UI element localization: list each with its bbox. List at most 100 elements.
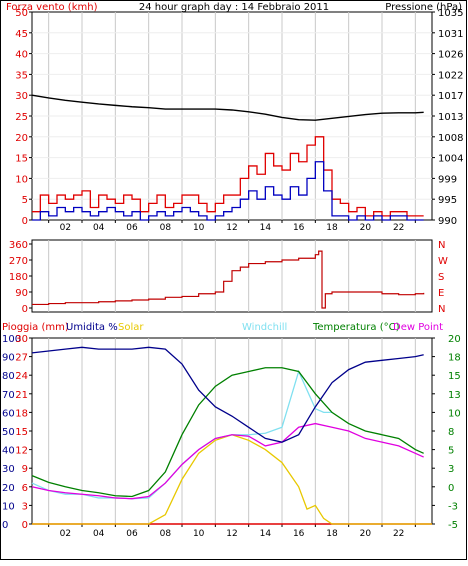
panel1-grid xyxy=(32,12,432,220)
humidity-tick-label: 20 xyxy=(2,483,15,494)
wind-speed-series xyxy=(32,161,424,221)
y2-tick-label: 1004 xyxy=(438,154,463,165)
rain-tick-label: 9 xyxy=(22,464,28,475)
x-tick-label: 18 xyxy=(326,223,338,233)
y-tick-label: 360 xyxy=(9,240,28,251)
y2-tick-label: 13 xyxy=(448,390,461,401)
rain-tick-label: 27 xyxy=(15,353,28,364)
legend-rain: Pioggia (mm) xyxy=(2,322,69,333)
humidity-tick-label: 100 xyxy=(2,334,21,345)
x-tick-label: 06 xyxy=(126,529,138,539)
humidity-tick-label: 40 xyxy=(2,446,15,457)
x-tick-label: 14 xyxy=(260,223,272,233)
panel3-x-ticks: 02 04 06 08 10 12 14 16 18 20 22 xyxy=(48,524,416,539)
y2-tick-label: 1022 xyxy=(438,70,463,81)
y2-tick-label: 3 xyxy=(448,464,454,475)
x-tick-label: 10 xyxy=(193,223,205,233)
panel1-right-ticks: 990 995 999 1004 1008 1013 1017 1022 1026 1031 103… xyxy=(432,8,463,227)
x-tick-label: 20 xyxy=(360,223,372,233)
humidity-tick-label: 0 xyxy=(2,520,8,531)
y2-tick-label: 20 xyxy=(448,334,461,345)
y-tick-label: 15 xyxy=(15,154,28,165)
y-tick-label: 45 xyxy=(15,29,28,40)
y2-tick-label: 1017 xyxy=(438,91,463,102)
x-tick-label: 08 xyxy=(160,529,172,539)
panel2-frame xyxy=(31,239,433,313)
pressure-series xyxy=(31,94,424,121)
humidity-tick-label: 30 xyxy=(2,464,15,475)
solar-series xyxy=(32,434,432,525)
y-tick-label: 30 xyxy=(15,91,28,102)
x-tick-label: 14 xyxy=(260,529,272,539)
y-tick-label: 0 xyxy=(22,216,28,227)
compass-label: N xyxy=(438,304,445,315)
humidity-tick-label: 80 xyxy=(2,371,15,382)
y2-tick-label: 18 xyxy=(448,353,461,364)
compass-label: S xyxy=(438,272,444,283)
wind-axis-label: Forza vento (kmh) xyxy=(6,2,98,13)
panel3-right-ticks: -5 -3 0 3 5 8 10 13 15 18 20 xyxy=(432,334,461,531)
x-tick-label: 02 xyxy=(60,223,71,233)
y-tick-label: 180 xyxy=(9,272,28,283)
y2-tick-label: 8 xyxy=(448,427,454,438)
rain-tick-label: 18 xyxy=(15,408,28,419)
x-tick-label: 12 xyxy=(226,223,237,233)
y-tick-label: 25 xyxy=(15,112,28,123)
y2-tick-label: 999 xyxy=(438,174,457,185)
y2-tick-label: 1026 xyxy=(438,50,463,61)
dew-point-series xyxy=(31,422,424,500)
y2-tick-label: 1031 xyxy=(438,29,463,40)
rain-tick-label: 15 xyxy=(15,427,28,438)
compass-label: E xyxy=(438,288,444,299)
y-tick-label: 10 xyxy=(15,174,28,185)
y2-tick-label: 1008 xyxy=(438,133,463,144)
rain-tick-label: 24 xyxy=(15,371,28,382)
y2-tick-label: 1013 xyxy=(438,112,463,123)
y2-tick-label: 995 xyxy=(438,195,457,206)
wind-direction-series xyxy=(32,250,425,309)
y2-tick-label: -3 xyxy=(448,501,458,512)
y-tick-label: 20 xyxy=(15,133,28,144)
rain-tick-label: 21 xyxy=(15,390,28,401)
y2-tick-label: 5 xyxy=(448,446,454,457)
rain-tick-label: 0 xyxy=(22,520,28,531)
x-tick-label: 22 xyxy=(393,529,404,539)
pressure-axis-label: Pressione (hPa) xyxy=(385,2,462,13)
panel2-left-ticks: 0 90 180 270 360 xyxy=(9,240,32,315)
y-tick-label: 270 xyxy=(9,256,28,267)
y2-tick-label: 990 xyxy=(438,216,457,227)
x-tick-label: 16 xyxy=(293,223,305,233)
wind-gust-series xyxy=(32,136,424,217)
y2-tick-label: 1035 xyxy=(438,8,463,19)
x-tick-label: 12 xyxy=(226,529,237,539)
compass-label: N xyxy=(438,240,445,251)
rain-tick-label: 30 xyxy=(15,334,28,345)
rain-tick-label: 12 xyxy=(15,446,28,457)
y-tick-label: 0 xyxy=(22,304,28,315)
y-tick-label: 40 xyxy=(15,50,28,61)
y2-tick-label: 0 xyxy=(448,483,454,494)
humidity-tick-label: 50 xyxy=(2,427,15,438)
x-tick-label: 16 xyxy=(293,529,305,539)
humidity-tick-label: 10 xyxy=(2,501,15,512)
x-tick-label: 06 xyxy=(126,223,138,233)
temperature-series xyxy=(31,367,424,498)
legend-humidity: Umidita % xyxy=(66,322,118,333)
panel1-left-ticks: 0 5 10 15 20 25 30 35 40 45 50 xyxy=(15,8,32,227)
x-tick-label: 04 xyxy=(93,529,105,539)
x-tick-label: 10 xyxy=(193,529,205,539)
panel1-x-ticks: 02 04 06 08 10 12 14 16 18 20 22 xyxy=(48,220,416,233)
x-tick-label: 04 xyxy=(93,223,105,233)
y2-tick-label: 15 xyxy=(448,371,461,382)
y-tick-label: 90 xyxy=(15,288,28,299)
compass-label: W xyxy=(438,256,448,267)
humidity-series xyxy=(31,346,424,443)
y2-tick-label: -5 xyxy=(448,520,458,531)
